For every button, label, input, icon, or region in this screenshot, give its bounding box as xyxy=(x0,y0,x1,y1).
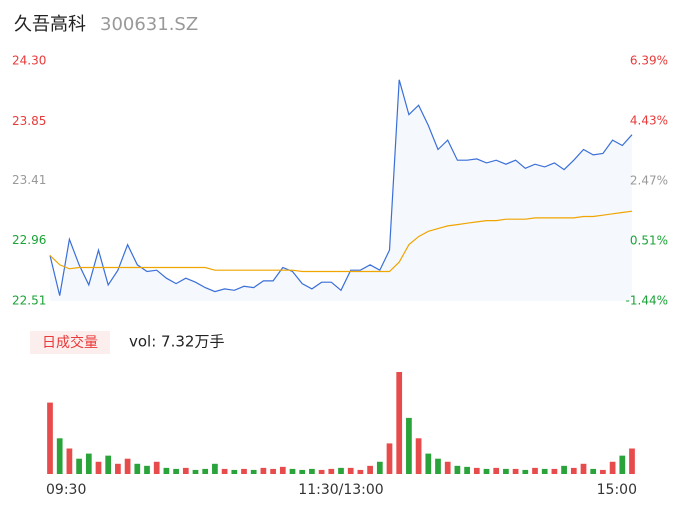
volume-bar xyxy=(250,469,257,474)
volume-bar xyxy=(66,448,73,474)
average-line xyxy=(49,210,633,273)
volume-bar xyxy=(202,468,209,474)
volume-bar xyxy=(444,461,451,474)
volume-bar xyxy=(483,468,490,474)
volume-bar xyxy=(221,468,228,474)
volume-bar xyxy=(289,468,296,474)
volume-bar xyxy=(338,467,344,474)
volume-bar xyxy=(580,463,587,474)
y2-tick-label: 0.51% xyxy=(630,234,668,248)
volume-bar xyxy=(541,468,548,474)
volume-bar xyxy=(241,468,247,474)
volume-bar xyxy=(347,467,354,474)
volume-bar xyxy=(76,458,82,474)
volume-bar xyxy=(212,463,218,474)
volume-bar xyxy=(619,455,626,474)
volume-bar xyxy=(144,465,150,474)
volume-bar xyxy=(182,467,189,474)
volume-bar xyxy=(56,438,63,474)
y-tick-label: 24.30 xyxy=(12,54,46,68)
volume-bar xyxy=(367,465,373,474)
x-tick-label: 09:30 xyxy=(46,482,86,498)
volume-bar xyxy=(376,461,383,474)
volume-bar xyxy=(85,453,92,474)
volume-bar xyxy=(299,469,306,474)
volume-bar xyxy=(173,468,179,474)
volume-button-bg[interactable] xyxy=(30,331,110,354)
y-tick-label: 23.41 xyxy=(12,173,46,187)
volume-bar xyxy=(425,453,432,474)
volume-bar xyxy=(95,461,102,474)
y2-tick-label: 6.39% xyxy=(630,54,668,68)
volume-label: vol: 7.32万手 xyxy=(129,333,224,351)
volume-bar xyxy=(231,469,238,474)
y2-tick-label: 2.47% xyxy=(630,174,668,188)
volume-bar xyxy=(512,468,519,474)
volume-bar xyxy=(134,463,141,474)
volume-bar xyxy=(493,467,500,474)
volume-bar xyxy=(153,461,160,474)
y-tick-label: 22.51 xyxy=(12,294,46,308)
volume-bar xyxy=(435,458,441,474)
volume-bar xyxy=(124,458,131,474)
volume-bar xyxy=(570,467,577,474)
volume-bar xyxy=(328,468,335,474)
volume-bar xyxy=(629,448,635,474)
volume-bar xyxy=(503,468,509,474)
price-line xyxy=(49,79,633,296)
volume-bar xyxy=(473,467,480,474)
volume-bar xyxy=(454,465,461,474)
volume-bar xyxy=(551,468,558,474)
volume-bar xyxy=(415,438,422,474)
volume-bar xyxy=(279,466,286,474)
price-area xyxy=(50,79,632,301)
x-tick-label: 11:30/13:00 xyxy=(298,482,383,498)
volume-bar xyxy=(522,469,529,474)
volume-bar xyxy=(163,467,170,474)
volume-bar xyxy=(115,463,121,474)
volume-bar xyxy=(309,468,315,474)
volume-bar xyxy=(609,461,616,474)
stock-name: 久吾高科 xyxy=(14,14,86,35)
volume-bar xyxy=(47,402,53,474)
y2-tick-label: 4.43% xyxy=(630,114,668,128)
volume-bar xyxy=(260,467,267,474)
volume-bar xyxy=(192,469,199,474)
volume-bar xyxy=(105,455,112,474)
volume-bar xyxy=(590,468,597,474)
volume-bar xyxy=(386,443,393,474)
y-tick-label: 22.96 xyxy=(12,233,46,247)
volume-bar xyxy=(396,372,403,474)
volume-bar xyxy=(600,469,606,474)
volume-button[interactable]: 日成交量 xyxy=(42,334,98,351)
stock-code: 300631.SZ xyxy=(100,14,198,35)
volume-bar xyxy=(318,469,325,474)
volume-bar xyxy=(561,465,567,474)
volume-bar xyxy=(270,468,276,474)
x-tick-label: 15:00 xyxy=(597,482,637,498)
volume-bar xyxy=(464,466,470,474)
y2-tick-label: -1.44% xyxy=(626,294,668,308)
volume-bar xyxy=(406,417,412,474)
y-tick-label: 23.85 xyxy=(12,114,46,128)
volume-bar xyxy=(357,469,364,474)
volume-bar xyxy=(532,467,538,474)
